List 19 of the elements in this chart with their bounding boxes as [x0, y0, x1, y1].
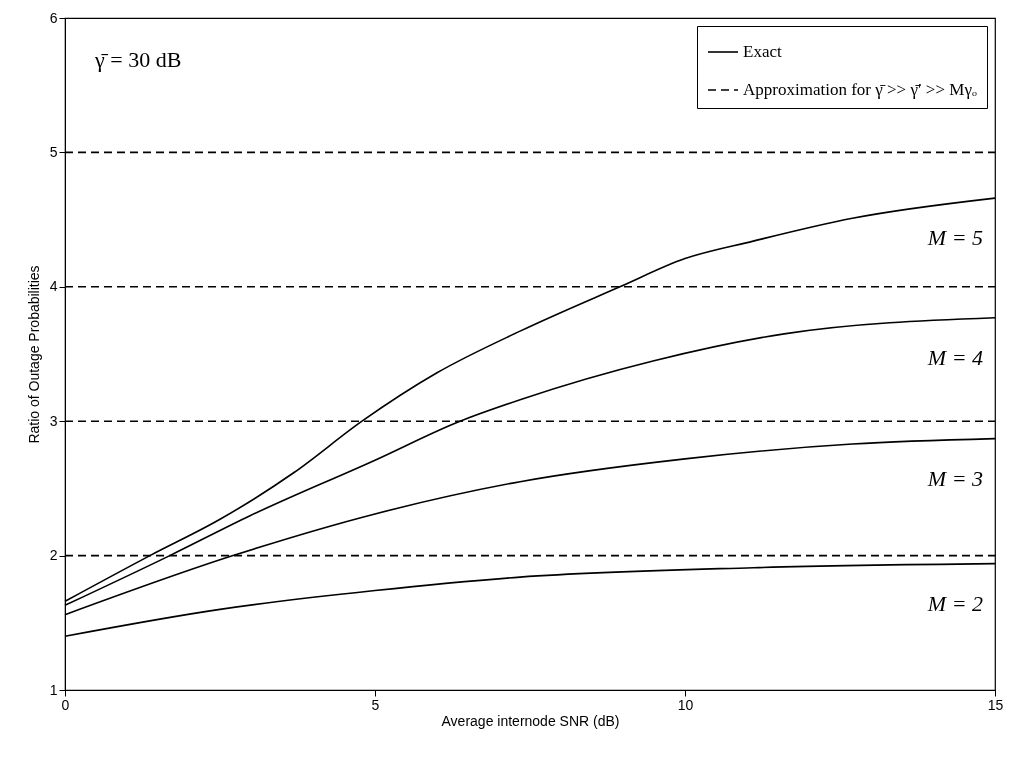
- annotation: M = 3: [926, 465, 983, 491]
- annotation: M = 2: [926, 590, 983, 616]
- y-tick-label: 3: [49, 412, 58, 429]
- x-tick-label: 0: [61, 696, 70, 713]
- y-tick-label: 6: [49, 9, 58, 26]
- x-axis-title: Average internode SNR (dB): [441, 712, 620, 729]
- y-tick-label: 1: [49, 681, 58, 698]
- annotation: M = 5: [926, 225, 983, 251]
- x-tick-label: 5: [371, 696, 380, 713]
- annotation: M = 4: [926, 344, 983, 370]
- x-tick-label: 10: [677, 696, 694, 713]
- y-tick-label: 5: [49, 143, 58, 160]
- x-tick-label: 15: [987, 696, 1004, 713]
- y-tick-label: 4: [49, 278, 58, 295]
- annotation: γ̄ = 30 dB: [94, 47, 182, 72]
- y-axis-title: Ratio of Outage Probabilities: [25, 265, 42, 444]
- legend-label: Approximation for γ̄ >> γ̄′ >> Mγₒ: [743, 80, 977, 99]
- y-tick-label: 2: [49, 547, 58, 564]
- legend-label: Exact: [743, 42, 782, 61]
